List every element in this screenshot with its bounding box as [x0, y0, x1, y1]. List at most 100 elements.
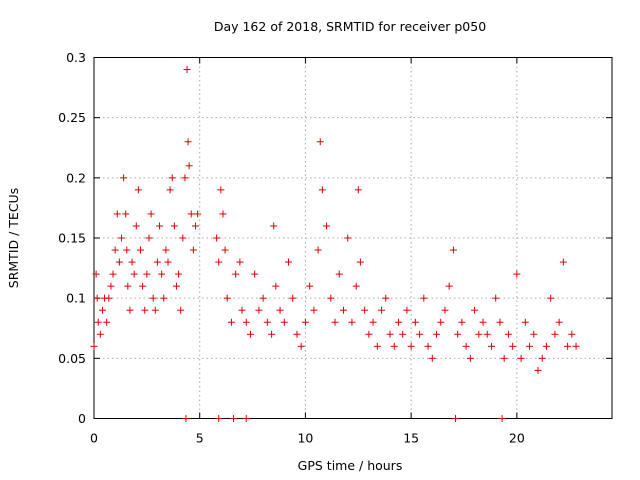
chart-title: Day 162 of 2018, SRMTID for receiver p05… [214, 19, 486, 34]
data-point [98, 306, 106, 314]
data-point [93, 294, 101, 302]
data-point [111, 246, 119, 254]
data-point [327, 294, 335, 302]
data-point [109, 270, 117, 278]
data-point [314, 246, 322, 254]
data-point [530, 330, 538, 338]
data-points [90, 66, 580, 422]
data-point [149, 294, 157, 302]
data-point [318, 186, 326, 194]
data-point [172, 282, 180, 290]
data-point [219, 210, 227, 218]
data-point [471, 306, 479, 314]
data-point [335, 270, 343, 278]
data-point [166, 186, 174, 194]
data-point [356, 258, 364, 266]
data-point [242, 415, 250, 422]
data-point [259, 294, 267, 302]
data-point [187, 210, 195, 218]
data-point [124, 282, 132, 290]
data-point [185, 162, 193, 170]
data-point [454, 330, 462, 338]
data-point [504, 330, 512, 338]
data-point [90, 342, 98, 350]
data-point [407, 342, 415, 350]
data-point [130, 270, 138, 278]
data-point [479, 318, 487, 326]
data-point [182, 415, 190, 422]
y-tick-labels: 0 0.05 0.1 0.15 0.2 0.25 0.3 [58, 50, 86, 426]
data-point [361, 306, 369, 314]
data-point [120, 174, 128, 182]
data-point [513, 270, 521, 278]
data-point [437, 318, 445, 326]
y-axis-label: SRMTID / TECUs [6, 188, 21, 288]
data-point [441, 306, 449, 314]
data-point [107, 282, 115, 290]
data-point [487, 342, 495, 350]
data-point [145, 234, 153, 242]
data-point [310, 306, 318, 314]
data-point [466, 354, 474, 362]
data-point [293, 330, 301, 338]
y-tick-label: 0.1 [66, 291, 86, 306]
data-point [390, 342, 398, 350]
data-point [352, 282, 360, 290]
data-point [500, 354, 508, 362]
data-point [509, 342, 517, 350]
data-point [399, 330, 407, 338]
x-tick-label: 0 [90, 431, 98, 446]
data-point [316, 138, 324, 146]
data-point [445, 282, 453, 290]
data-point [369, 318, 377, 326]
data-point [181, 174, 189, 182]
data-point [289, 294, 297, 302]
data-point [270, 222, 278, 230]
data-point [386, 330, 394, 338]
data-point [280, 318, 288, 326]
data-point [117, 234, 125, 242]
data-point [168, 174, 176, 182]
data-point [475, 330, 483, 338]
data-point [189, 246, 197, 254]
data-point [215, 258, 223, 266]
data-point [115, 258, 123, 266]
data-point [263, 318, 271, 326]
data-point [428, 354, 436, 362]
data-point [301, 318, 309, 326]
data-point [382, 294, 390, 302]
data-point [238, 306, 246, 314]
data-point [276, 306, 284, 314]
data-point [534, 366, 542, 374]
axis-ticks [93, 57, 612, 419]
data-point [113, 210, 121, 218]
data-point [143, 270, 151, 278]
data-point [177, 306, 185, 314]
data-point [339, 306, 347, 314]
x-tick-label: 5 [196, 431, 204, 446]
data-point [162, 246, 170, 254]
data-point [424, 342, 432, 350]
data-point [433, 330, 441, 338]
data-point [255, 306, 263, 314]
data-point [164, 258, 172, 266]
data-point [344, 234, 352, 242]
data-point [175, 270, 183, 278]
x-axis-label: GPS time / hours [298, 458, 403, 473]
data-point [158, 270, 166, 278]
data-point [94, 318, 102, 326]
data-point [184, 138, 192, 146]
data-point [462, 342, 470, 350]
data-point [411, 318, 419, 326]
data-point [373, 342, 381, 350]
data-point [498, 415, 506, 422]
data-point [221, 246, 229, 254]
data-point [132, 222, 140, 230]
data-point [572, 342, 580, 350]
data-point [517, 354, 525, 362]
data-point [555, 318, 563, 326]
data-point [151, 306, 159, 314]
data-point [568, 330, 576, 338]
data-point [179, 234, 187, 242]
